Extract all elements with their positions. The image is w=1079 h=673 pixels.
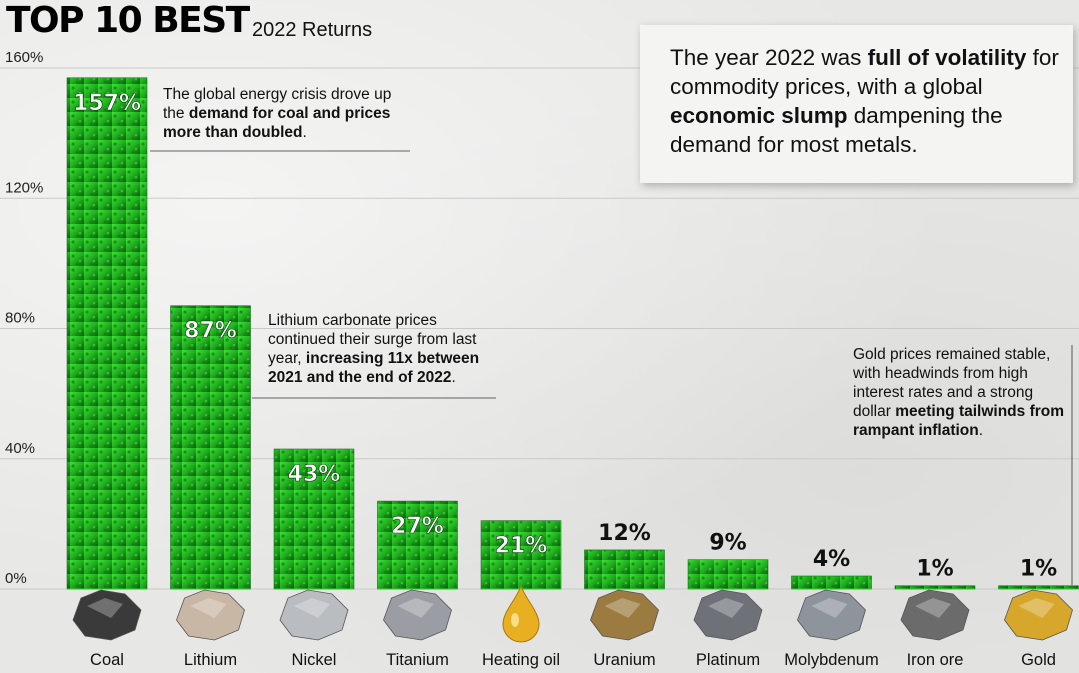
uranium-ore-icon: [590, 589, 659, 641]
category-label: Uranium: [593, 651, 655, 669]
annotation-gold-part: Gold prices remained stable, with headwi…: [853, 346, 1051, 420]
category-label: Nickel: [292, 651, 337, 669]
nickel-ore-icon: [279, 589, 349, 641]
summary-text-part: full of volatility: [867, 45, 1027, 70]
summary-text-part: dampening the demand for most metals.: [670, 103, 1003, 157]
summary-callout: The year 2022 was full of volatility for…: [640, 25, 1073, 183]
data-label: 1%: [1020, 557, 1057, 582]
data-label: 4%: [813, 547, 850, 572]
chart-title: TOP 10 BEST: [6, 0, 250, 41]
y-tick-label: 40%: [5, 440, 35, 457]
bar-titanium: [377, 500, 458, 590]
annotation-lithium-part: increasing 11x between 2021 and the end …: [268, 350, 480, 386]
category-label: Gold: [1021, 651, 1056, 669]
data-label: 157%: [73, 91, 141, 116]
annotation-coal-part: The global energy crisis drove up the: [163, 86, 392, 122]
data-label: 87%: [184, 319, 237, 344]
annotation-gold-part: meeting tailwinds from rampant inflation: [853, 403, 1065, 439]
category-label: Molybdenum: [784, 651, 878, 669]
bar-heating-oil: [480, 520, 562, 590]
annotation-lithium: Lithium carbonate prices continued their…: [268, 311, 508, 387]
bar-nickel: [273, 448, 355, 590]
gold-nugget-icon: [1004, 589, 1073, 641]
annotation-lithium-part: .: [451, 369, 456, 386]
y-tick-label: 0%: [5, 570, 27, 587]
category-label: Titanium: [386, 651, 449, 669]
data-label: 27%: [391, 514, 444, 539]
y-tick-label: 160%: [5, 49, 43, 66]
bar-platinum: [687, 559, 769, 590]
category-label: Lithium: [184, 651, 237, 669]
titanium-ore-icon: [383, 589, 452, 641]
bar-gold: [998, 585, 1079, 590]
chart-subtitle: 2022 Returns: [252, 19, 373, 41]
summary-text-part: for commodity prices, with a global: [670, 45, 1059, 99]
data-label: 9%: [709, 531, 746, 556]
annotation-gold-part: .: [978, 422, 984, 439]
bar-lithium: [170, 305, 251, 590]
summary-text-part: economic slump: [670, 103, 848, 128]
summary-text: The year 2022 was full of volatility for…: [670, 43, 1060, 159]
data-label: 12%: [598, 521, 651, 546]
platinum-ore-icon: [693, 589, 763, 641]
oil-drop-icon: [502, 584, 540, 643]
bar-coal: [66, 77, 148, 590]
iron-ore-icon: [900, 589, 970, 641]
bar-uranium: [584, 549, 665, 590]
summary-text-part: The year 2022 was: [670, 45, 868, 70]
bar-iron-ore: [894, 585, 976, 590]
annotation-coal-part: .: [302, 124, 307, 141]
lithium-ore-icon: [176, 589, 245, 641]
annotation-coal-part: demand for coal and prices more than dou…: [163, 105, 391, 141]
annotation-lithium-part: Lithium carbonate prices continued their…: [268, 312, 477, 367]
data-label: 21%: [495, 534, 548, 559]
data-label: 1%: [916, 557, 953, 582]
category-label: Heating oil: [482, 651, 560, 669]
bar-molybdenum: [791, 575, 872, 590]
y-tick-label: 120%: [5, 179, 43, 196]
molybdenum-ore-icon: [797, 589, 866, 641]
category-label: Platinum: [696, 651, 760, 669]
annotation-coal: The global energy crisis drove up the de…: [163, 85, 413, 142]
category-label: Iron ore: [907, 651, 964, 669]
category-label: Coal: [90, 651, 124, 669]
coal-lump-icon: [72, 589, 142, 641]
annotation-gold: Gold prices remained stable, with headwi…: [853, 345, 1068, 440]
y-tick-label: 80%: [5, 310, 35, 327]
data-label: 43%: [288, 462, 341, 487]
